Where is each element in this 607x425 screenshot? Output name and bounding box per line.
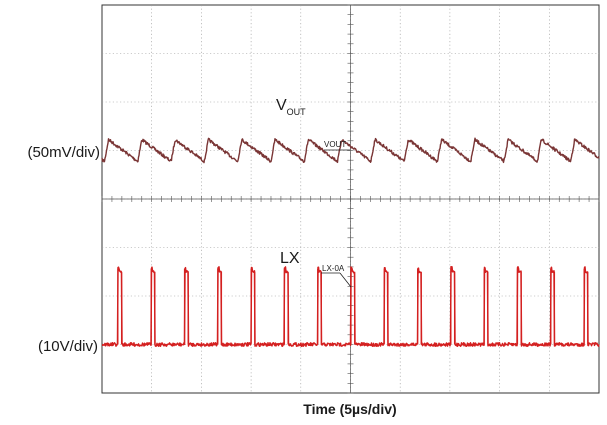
vout-trace-label: VOUT (276, 97, 306, 117)
vout-marker-label: VOUT (324, 140, 346, 149)
vout-trace-label-main: V (276, 97, 287, 114)
scope-labels: (50mV/div) (10V/div) VOUT LX VOUT LX-0A … (27, 97, 396, 417)
vout-scale-label: (50mV/div) (27, 144, 100, 161)
vout-trace-label-sub: OUT (287, 107, 307, 117)
x-axis-label: Time (5µs/div) (303, 401, 396, 417)
lx-trace-label: LX (280, 250, 300, 267)
lx-marker-label: LX-0A (322, 264, 345, 273)
scope-traces (101, 137, 600, 347)
vout-trace (101, 137, 600, 164)
lx-marker-pointer (339, 272, 352, 288)
lx-scale-label: (10V/div) (38, 338, 98, 355)
